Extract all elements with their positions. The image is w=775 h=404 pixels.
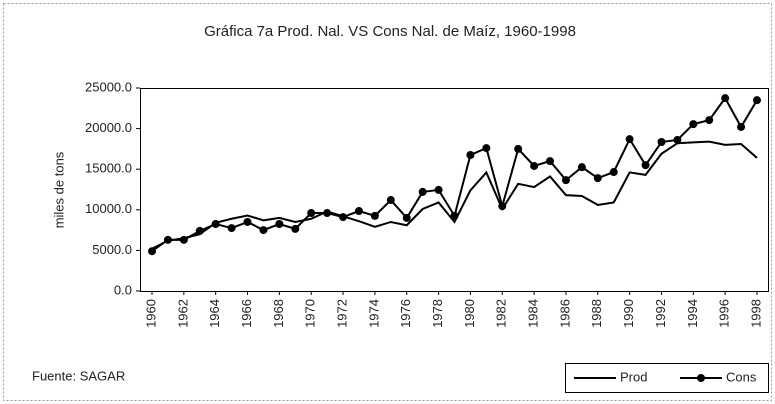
x-tick-label: 1966 [239,299,254,328]
source-note: Fuente: SAGAR [32,368,125,383]
x-tick-label: 1984 [526,299,541,328]
series-line [151,140,758,250]
data-point [721,94,730,103]
legend-label: Cons [726,369,757,384]
data-point [514,144,523,153]
data-point [705,116,714,125]
x-tick-label: 1976 [398,299,413,328]
outer-frame [3,3,772,401]
x-tick-label: 1962 [175,299,190,328]
x-tick-label: 1964 [207,299,222,328]
x-tick-label: 1986 [557,299,572,328]
data-point [530,161,539,170]
data-point [195,226,204,235]
x-tick-label: 1968 [271,299,286,328]
data-point [673,135,682,144]
data-point [625,135,634,144]
data-point [609,168,618,177]
x-tick-label: 1992 [653,299,668,328]
x-tick-label: 1974 [366,299,381,328]
x-tick-label: 1980 [462,299,477,328]
plot-frame [140,88,769,292]
data-point [243,217,252,226]
data-point [211,220,220,229]
x-tick-label: 1998 [748,299,763,328]
legend-label: Prod [620,369,647,384]
x-tick-label: 1988 [589,299,604,328]
y-tick-label: 5000.0 [92,242,132,257]
x-tick-label: 1960 [143,299,158,328]
x-tick-label: 1972 [334,299,349,328]
data-point [546,157,555,166]
x-tick-label: 1994 [685,299,700,328]
series-line [151,96,758,253]
data-point [227,224,236,233]
data-point [339,213,348,222]
data-point [737,122,746,131]
data-point [402,213,411,222]
y-tick-label: 0.0 [114,282,132,297]
x-tick-label: 1996 [717,299,732,328]
y-tick-label: 25000.0 [85,79,132,94]
chart-title: Gráfica 7a Prod. Nal. VS Cons Nal. de Ma… [204,23,576,40]
data-point [498,202,507,211]
data-point [482,144,491,153]
y-axis-label: miles de tons [51,151,66,228]
x-tick-label: 1978 [430,299,445,328]
y-tick-label: 10000.0 [85,201,132,216]
data-point [561,176,570,185]
data-point [370,211,379,220]
legend-marker [697,374,705,382]
data-point [307,209,316,218]
data-point [466,150,475,159]
data-point [641,161,650,170]
y-tick-label: 15000.0 [85,161,132,176]
data-point [386,196,395,205]
data-point [753,96,761,105]
x-tick-label: 1990 [621,299,636,328]
x-tick-label: 1970 [303,299,318,328]
data-point [418,187,427,196]
data-point [148,247,156,256]
data-point [657,137,666,146]
data-point [689,120,698,129]
data-point [593,174,602,183]
y-tick-label: 20000.0 [85,120,132,135]
data-point [354,207,363,216]
data-point [163,235,172,244]
data-point [577,163,586,172]
data-point [179,235,188,244]
data-point [323,209,332,218]
data-point [434,185,443,194]
data-point [291,224,300,233]
data-point [450,211,459,220]
x-tick-label: 1982 [494,299,509,328]
data-point [259,226,268,235]
data-point [275,220,284,229]
